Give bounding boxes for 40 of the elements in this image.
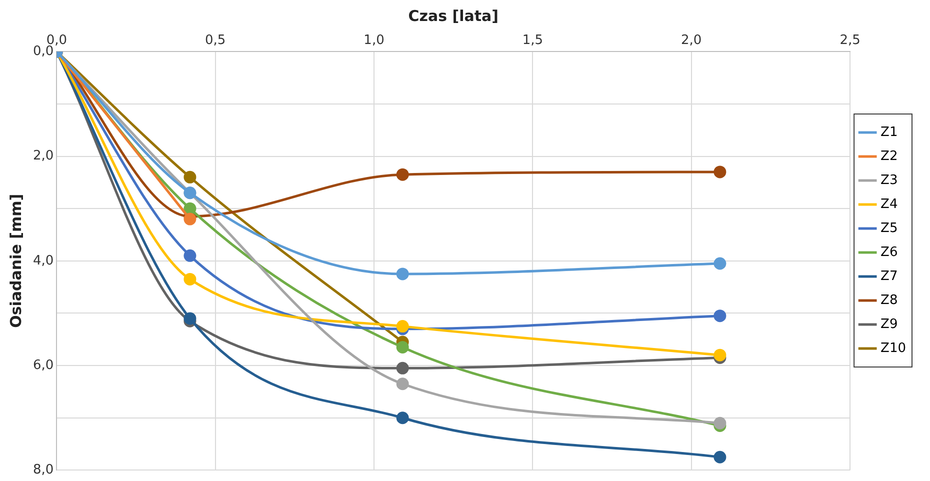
x-axis-title: Czas [lata] [408, 6, 499, 25]
point [184, 272, 196, 286]
point [184, 312, 196, 325]
point [184, 170, 196, 184]
y-tick-label: 8,0 [32, 462, 54, 478]
point [714, 166, 726, 178]
point [396, 268, 409, 280]
legend-label: Z4 [880, 196, 898, 212]
legend-label: Z3 [880, 172, 898, 188]
legend-label: Z5 [880, 220, 898, 236]
legend-label: Z2 [880, 148, 898, 164]
y-tick-label: 4,0 [32, 253, 54, 268]
legend-label: Z1 [880, 124, 898, 140]
legend-label: Z10 [880, 340, 906, 356]
point [396, 378, 409, 390]
point [396, 320, 409, 333]
point [396, 340, 409, 354]
point [184, 249, 196, 262]
legend-label: Z8 [880, 292, 898, 308]
point [184, 212, 196, 226]
x-tick-label: 2,0 [681, 33, 702, 48]
point [714, 450, 726, 464]
point [714, 310, 726, 322]
point [184, 202, 196, 215]
point [714, 348, 726, 362]
x-tick-label: 1,0 [364, 33, 384, 48]
x-tick-label: 2,5 [840, 33, 860, 48]
point [396, 412, 409, 424]
x-tick-label: 0,5 [205, 33, 226, 48]
point [714, 416, 726, 430]
point [396, 362, 409, 374]
x-tick-label: 1,5 [522, 33, 544, 48]
y-tick-label: 2,0 [32, 148, 54, 164]
y-axis-title: Osiadanie [mm] [6, 194, 25, 328]
y-tick-label: 6,0 [32, 358, 54, 373]
legend-label: Z7 [880, 268, 898, 284]
legend-label: Z6 [880, 244, 898, 260]
point [714, 257, 726, 270]
legend-label: Z9 [880, 316, 898, 332]
point [396, 168, 409, 181]
